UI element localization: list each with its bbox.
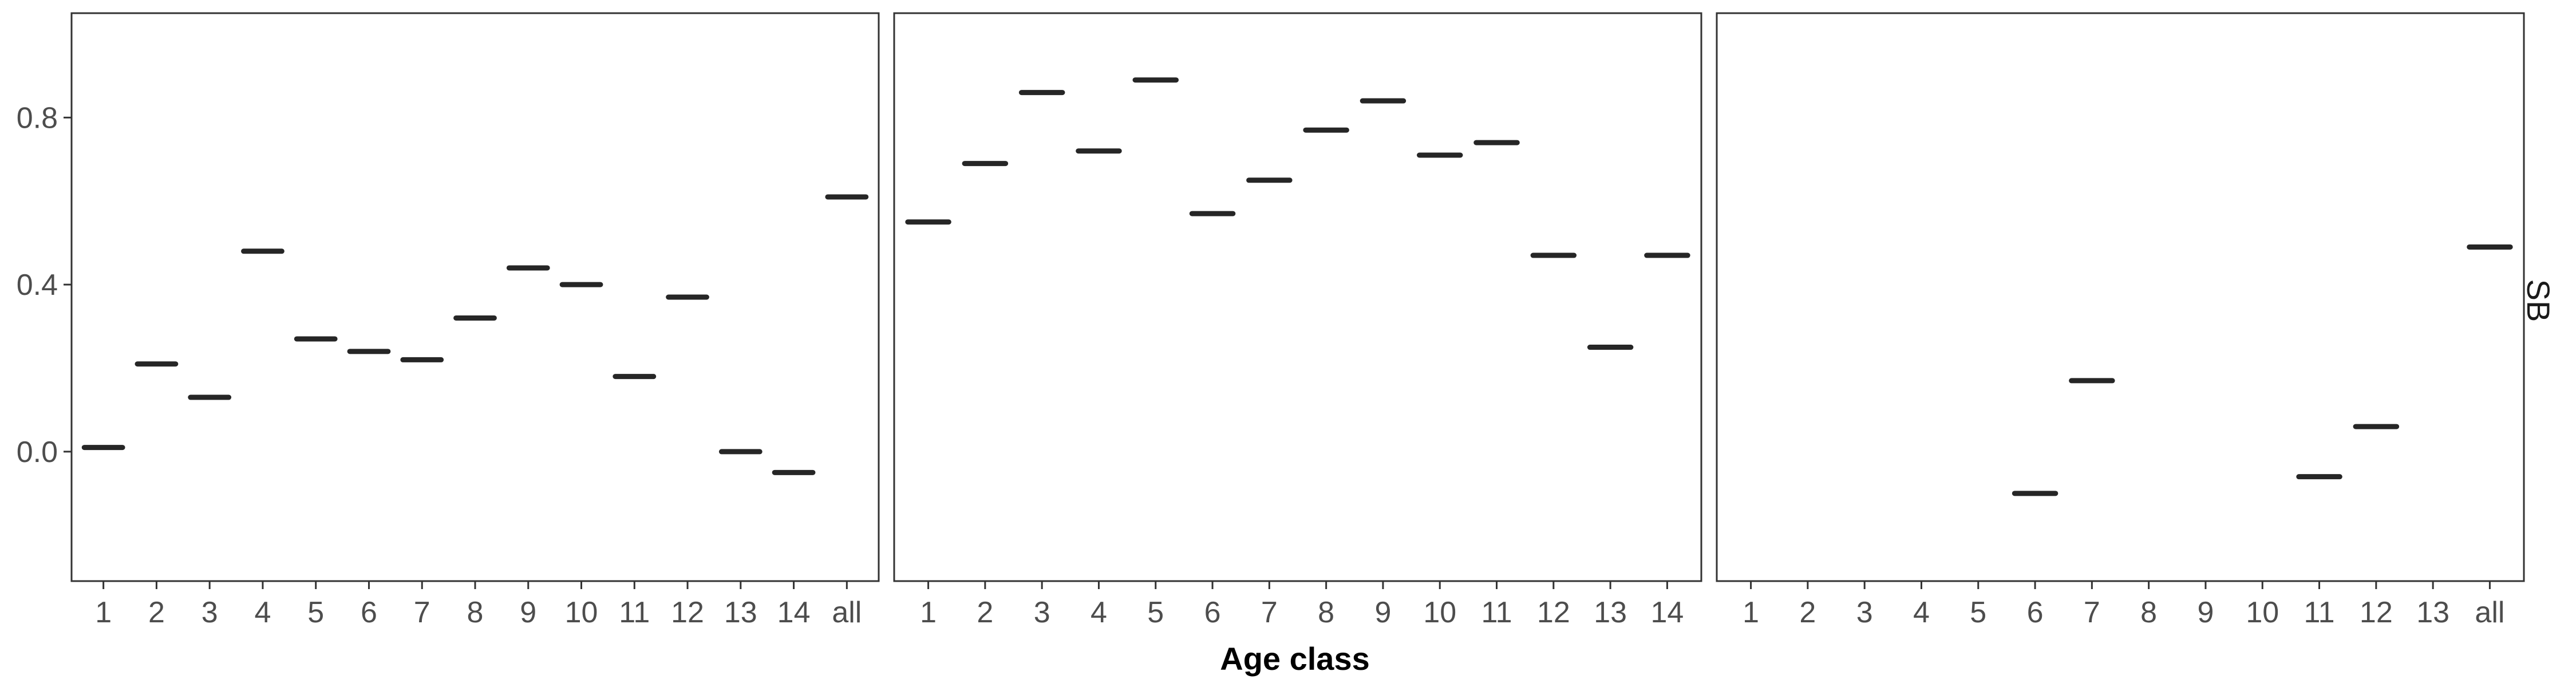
x-tick-label: 2 <box>148 596 165 629</box>
x-tick-label: 3 <box>1034 596 1050 629</box>
x-tick-label: 7 <box>1261 596 1278 629</box>
panel-frame <box>893 12 1702 582</box>
y-axis: 0.0 0.4 0.8 <box>17 101 72 469</box>
panel-frame <box>1716 12 2525 582</box>
x-tick-label: 1 <box>95 596 112 629</box>
x-tick-label: 9 <box>520 596 536 629</box>
x-tick-label: 4 <box>254 596 271 629</box>
panel-frame <box>70 12 880 582</box>
panel-2: 1 2 3 4 5 6 7 8 9 10 11 12 13 14 <box>893 12 1702 629</box>
x-tick-label: 5 <box>307 596 324 629</box>
panel-3: 1 2 3 4 5 6 7 8 9 10 11 12 13 all <box>1716 12 2525 629</box>
x-axis-title: Age class <box>1220 641 1370 677</box>
x-tick-label: 11 <box>619 596 650 629</box>
x-tick-label: all <box>832 596 862 629</box>
x-tick-label: 3 <box>202 596 218 629</box>
y-tick-label: 0.4 <box>17 269 58 302</box>
facet-strip-label: SB <box>2520 279 2557 322</box>
x-tick-label: 7 <box>2084 596 2100 629</box>
x-tick-label: 10 <box>2246 596 2279 629</box>
panel-1: 1 2 3 4 5 6 7 8 9 10 11 12 13 14 all <box>70 12 880 629</box>
x-tick-label: 8 <box>2140 596 2157 629</box>
x-tick-label: 4 <box>1091 596 1107 629</box>
x-tick-label: 8 <box>1318 596 1334 629</box>
x-tick-label: 14 <box>1651 596 1684 629</box>
x-tick-label: 7 <box>414 596 430 629</box>
x-tick-label: 5 <box>1970 596 1986 629</box>
x-tick-label: 6 <box>361 596 377 629</box>
x-tick-label: 10 <box>1423 596 1456 629</box>
x-tick-label: 5 <box>1147 596 1164 629</box>
x-tick-label: 13 <box>1594 596 1627 629</box>
x-tick-label: 1 <box>1743 596 1759 629</box>
x-tick-label: 1 <box>920 596 937 629</box>
y-tick-label: 0.8 <box>17 101 58 135</box>
x-tick-label: 3 <box>1856 596 1873 629</box>
x-tick-label: 13 <box>2416 596 2449 629</box>
x-tick-label: 9 <box>1374 596 1391 629</box>
x-tick-label: 6 <box>1204 596 1221 629</box>
panels-layer: 1 2 3 4 5 6 7 8 9 10 11 12 13 14 all 1 2 3 4 5 6 7 8 9 10 11 12 13 1… <box>70 12 2525 629</box>
x-tick-label: 8 <box>467 596 484 629</box>
x-tick-label: 12 <box>671 596 704 629</box>
x-tick-label: 6 <box>2027 596 2044 629</box>
x-tick-label: 2 <box>1799 596 1816 629</box>
x-tick-label: 11 <box>1481 596 1512 629</box>
x-tick-label: 4 <box>1913 596 1930 629</box>
y-tick-label: 0.0 <box>17 436 58 469</box>
x-tick-label: 11 <box>2304 596 2335 629</box>
x-tick-label: 2 <box>977 596 993 629</box>
x-tick-label: 13 <box>724 596 757 629</box>
x-tick-label: 12 <box>2360 596 2393 629</box>
x-tick-label: 10 <box>565 596 598 629</box>
x-tick-label: all <box>2475 596 2504 629</box>
x-tick-label: 14 <box>777 596 811 629</box>
x-tick-label: 12 <box>1537 596 1570 629</box>
x-tick-label: 9 <box>2197 596 2214 629</box>
